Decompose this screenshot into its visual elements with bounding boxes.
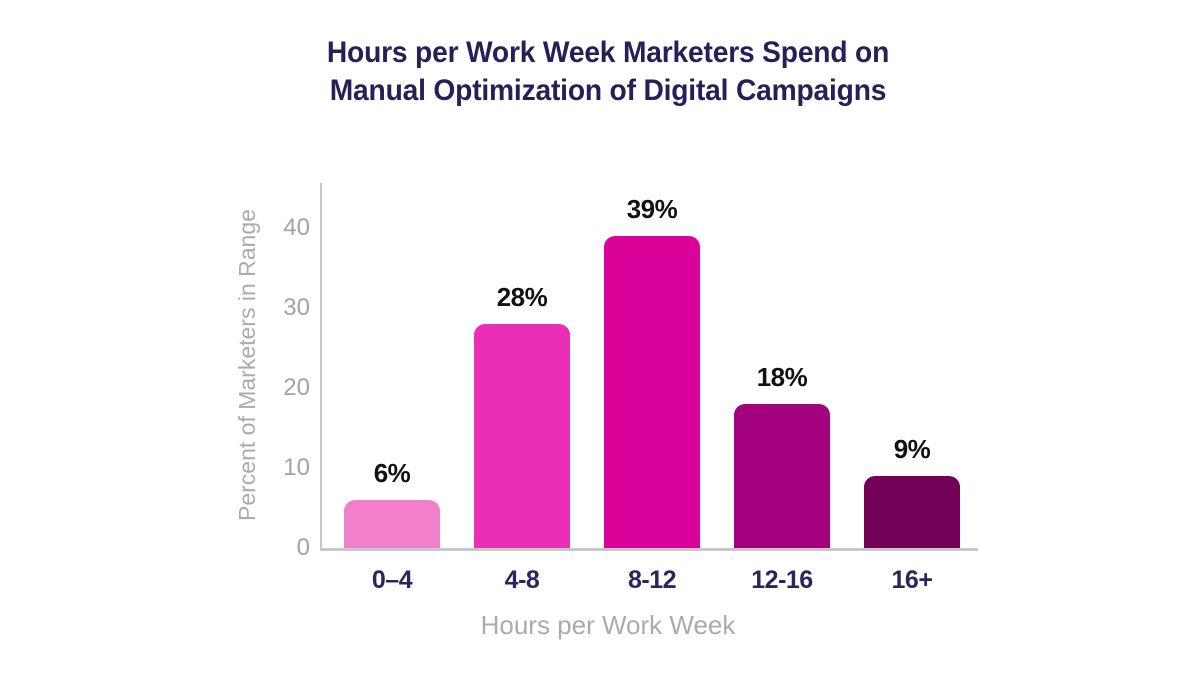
x-axis-line bbox=[320, 548, 978, 551]
x-axis-category-label: 16+ bbox=[891, 566, 933, 594]
x-axis-category-label: 8-12 bbox=[627, 566, 677, 594]
chart-title-line-2: Manual Optimization of Digital Campaigns bbox=[329, 74, 887, 107]
y-axis-tick-label: 40 bbox=[283, 214, 310, 242]
bar-value-label: 28% bbox=[496, 282, 548, 312]
y-axis-tick-label: 30 bbox=[283, 294, 310, 322]
x-axis-category-label: 0–4 bbox=[371, 566, 413, 594]
bar-value-label: 18% bbox=[756, 362, 808, 392]
bar-4-8 bbox=[474, 324, 570, 548]
bar-value-label: 9% bbox=[893, 434, 931, 464]
chart-title-line-1: Hours per Work Week Marketers Spend on bbox=[326, 36, 890, 69]
chart-title: Hours per Work Week Marketers Spend on M… bbox=[44, 34, 1172, 110]
y-axis-tick-label: 20 bbox=[283, 374, 310, 402]
bar-16+ bbox=[864, 476, 960, 548]
bar-value-label: 6% bbox=[373, 458, 411, 488]
x-axis-title: Hours per Work Week bbox=[480, 610, 736, 640]
bar-8-12 bbox=[604, 236, 700, 548]
y-axis-line bbox=[320, 183, 322, 550]
x-axis-category-label: 4-8 bbox=[504, 566, 540, 594]
bar-0–4 bbox=[344, 500, 440, 548]
bar-12-16 bbox=[734, 404, 830, 548]
bar-value-label: 39% bbox=[626, 194, 678, 224]
y-axis-tick-label: 0 bbox=[296, 534, 310, 561]
x-axis-category-label: 12-16 bbox=[751, 566, 813, 594]
y-axis-tick-label: 10 bbox=[283, 454, 310, 482]
